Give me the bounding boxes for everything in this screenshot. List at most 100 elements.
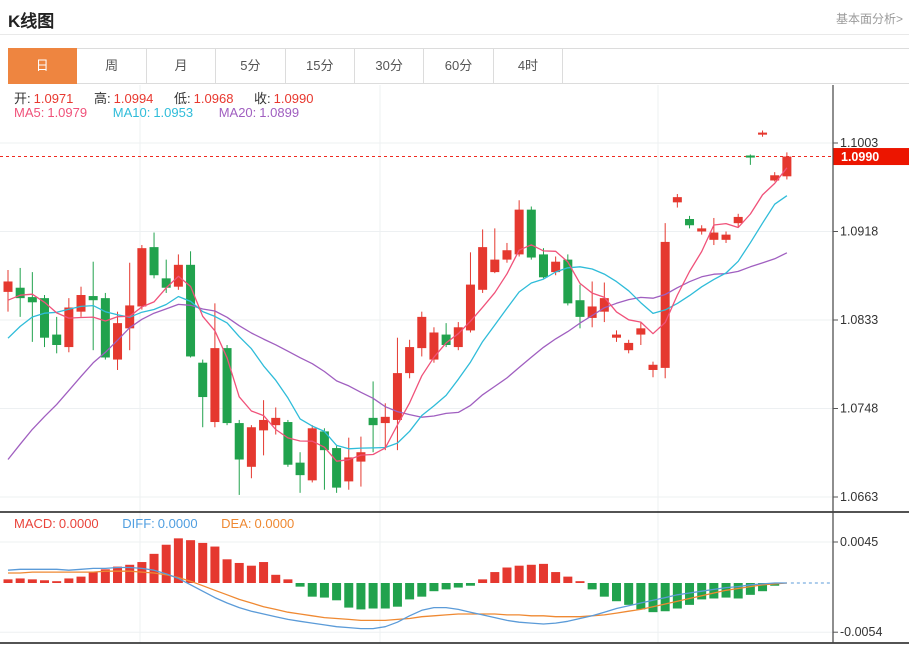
macd-bar-18 [210, 546, 220, 583]
macd-bar-39 [465, 583, 475, 586]
candle-6 [64, 307, 74, 348]
tab-period-1[interactable]: 日 [8, 48, 78, 84]
tab-period-2[interactable]: 周 [77, 49, 147, 83]
macd-bar-42 [502, 567, 512, 583]
candle-35 [417, 316, 427, 349]
candle-13 [149, 247, 159, 276]
macd-bar-32 [380, 583, 390, 609]
macd-bar-35 [417, 583, 427, 597]
current-price-badge: 1.0990 [833, 148, 909, 166]
macd-bar-23 [271, 574, 281, 583]
macd-bar-59 [709, 583, 719, 599]
macd-bar-17 [198, 542, 208, 583]
candle-17 [198, 362, 208, 398]
candle-53 [636, 328, 646, 335]
y-axis-labels: 1.1003 1.0918 1.0833 1.0748 1.0663 0.0045 -0.0… [833, 136, 882, 639]
candle-61 [733, 216, 743, 224]
candle-5 [52, 334, 62, 345]
candle-52 [624, 342, 634, 351]
macd-bar-52 [624, 583, 634, 605]
macd-bar-50 [599, 583, 609, 597]
macd-bar-22 [259, 562, 269, 583]
dea-line [8, 570, 787, 622]
price-tick-3: 1.0833 [840, 313, 878, 327]
candle-21 [246, 427, 256, 467]
candle-41 [490, 259, 500, 273]
candle-48 [575, 300, 585, 317]
macd-bar-34 [405, 583, 415, 600]
macd-bar-21 [246, 565, 256, 583]
macd-tick-2: -0.0054 [840, 625, 882, 639]
candle-59 [709, 232, 719, 240]
candle-57 [685, 219, 695, 226]
macd-bar-61 [733, 583, 743, 599]
macd-bar-7 [76, 576, 86, 583]
tab-period-6[interactable]: 30分 [355, 49, 425, 83]
current-price-label: 1.0990 [841, 150, 879, 164]
kline-chart[interactable]: 1.1003 1.0918 1.0833 1.0748 1.0663 0.0045 -0.0… [0, 85, 909, 647]
fundamental-analysis-link[interactable]: 基本面分析> [835, 12, 903, 26]
macd-bar-62 [745, 583, 755, 595]
macd-bar-40 [478, 579, 488, 583]
macd-bar-31 [368, 583, 378, 609]
chart-frame [0, 85, 909, 644]
macd-bar-19 [222, 559, 232, 583]
candle-7 [76, 295, 86, 312]
candle-42 [502, 250, 512, 260]
candle-29 [344, 457, 354, 482]
macd-bar-41 [490, 572, 500, 583]
candle-32 [380, 416, 390, 424]
candles [3, 130, 792, 495]
macd-bar-63 [758, 583, 768, 592]
candle-60 [721, 234, 731, 240]
candle-54 [648, 364, 658, 370]
macd-bar-26 [307, 583, 317, 597]
tab-period-5[interactable]: 15分 [286, 49, 355, 83]
candle-65 [782, 156, 792, 177]
candle-58 [697, 228, 707, 232]
macd-bar-20 [234, 562, 244, 583]
candle-22 [259, 419, 269, 431]
macd-bar-8 [88, 572, 98, 583]
candle-9 [100, 298, 110, 358]
candle-20 [234, 423, 244, 460]
macd-bar-48 [575, 581, 585, 583]
candle-19 [222, 348, 232, 424]
candle-10 [113, 323, 123, 360]
candle-25 [295, 462, 305, 476]
header: K线图 基本面分析> [0, 0, 909, 35]
tab-period-3[interactable]: 月 [147, 49, 217, 83]
macd-bar-1 [3, 579, 13, 583]
macd-bar-37 [441, 583, 451, 590]
macd-bar-57 [685, 583, 695, 605]
candle-47 [563, 259, 573, 304]
ma5-line [7, 167, 788, 462]
candle-46 [551, 261, 561, 273]
price-tick-1: 1.1003 [840, 136, 878, 150]
candle-2 [15, 287, 25, 299]
macd-bar-29 [344, 583, 354, 608]
macd-tick-1: 0.0045 [840, 535, 878, 549]
candle-24 [283, 422, 293, 465]
candle-51 [612, 334, 621, 338]
tab-period-4[interactable]: 5分 [216, 49, 286, 83]
macd-bar-28 [332, 583, 342, 601]
diff-line [7, 566, 787, 630]
macd-bar-46 [551, 572, 561, 583]
macd-bar-11 [125, 564, 135, 583]
candle-23 [271, 417, 281, 426]
candle-4 [40, 298, 50, 338]
macd-bar-16 [186, 540, 196, 583]
candle-50 [599, 298, 609, 312]
tab-period-7[interactable]: 60分 [424, 49, 494, 83]
candle-44 [526, 209, 536, 258]
tab-period-8[interactable]: 4时 [494, 49, 564, 83]
candle-34 [405, 347, 415, 374]
candle-39 [465, 284, 475, 331]
macd-bar-14 [161, 544, 171, 583]
candle-40 [478, 247, 488, 290]
page-title: K线图 [8, 12, 55, 31]
candle-38 [453, 327, 463, 348]
macd-bar-43 [514, 565, 524, 583]
macd-bar-13 [149, 553, 159, 583]
